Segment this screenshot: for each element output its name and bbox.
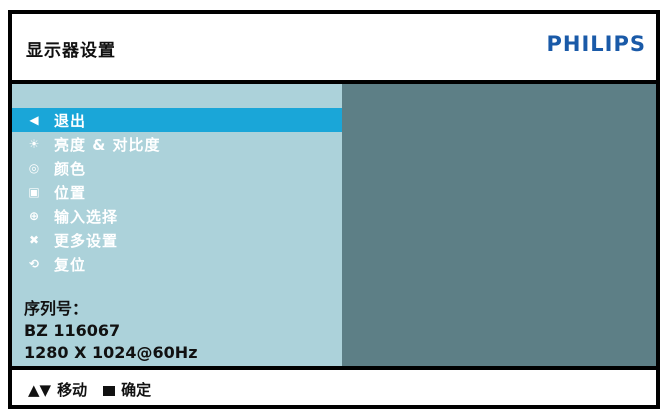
menu-item-label: 输入选择: [54, 207, 119, 226]
confirm-hint: 确定: [121, 381, 152, 399]
osd-window: 显示器设置 PHILIPS ◀ 退出 ☀ 亮度 & 对比度 ◎ 颜色 ▣ 位置 …: [8, 10, 660, 409]
menu-item-exit[interactable]: ◀ 退出: [12, 108, 342, 132]
serial-label: 序列号：: [24, 299, 89, 318]
reset-icon: ⟲: [28, 257, 40, 271]
menu-item-input-select[interactable]: ⊕ 输入选择: [12, 204, 342, 228]
ok-key-icon: [103, 386, 116, 396]
osd-header: 显示器设置 PHILIPS: [12, 14, 656, 80]
menu-item-label: 更多设置: [54, 231, 119, 250]
osd-footer: ▲▼ 移动 确定: [12, 370, 656, 405]
submenu-panel: [342, 84, 656, 366]
position-icon: ▣: [28, 185, 40, 199]
menu-item-brightness-contrast[interactable]: ☀ 亮度 & 对比度: [12, 132, 342, 156]
up-down-arrows-icon: ▲▼: [28, 381, 52, 399]
menu-panel: ◀ 退出 ☀ 亮度 & 对比度 ◎ 颜色 ▣ 位置 ⊕ 输入选择 ✖ 更多设置: [12, 84, 342, 366]
menu-item-label: 亮度 & 对比度: [54, 135, 161, 154]
menu-item-label: 颜色: [54, 159, 87, 178]
serial-value: BZ 116067: [24, 321, 121, 340]
brightness-icon: ☀: [28, 137, 40, 151]
display-mode: 1280 X 1024@60Hz: [24, 343, 198, 362]
menu-item-reset[interactable]: ⟲ 复位: [12, 252, 342, 276]
menu-item-label: 复位: [54, 255, 87, 274]
move-hint: 移动: [57, 381, 88, 399]
settings-icon: ✖: [28, 233, 40, 247]
menu-item-position[interactable]: ▣ 位置: [12, 180, 342, 204]
menu-item-label: 退出: [54, 111, 87, 130]
menu-item-color[interactable]: ◎ 颜色: [12, 156, 342, 180]
brand-logo: PHILIPS: [546, 32, 646, 56]
footer-hints: ▲▼ 移动 确定: [28, 379, 157, 400]
menu-item-label: 位置: [54, 183, 87, 202]
osd-menu: ◀ 退出 ☀ 亮度 & 对比度 ◎ 颜色 ▣ 位置 ⊕ 输入选择 ✖ 更多设置: [12, 108, 342, 276]
color-icon: ◎: [28, 161, 40, 175]
page-title: 显示器设置: [26, 41, 116, 61]
monitor-info: 序列号： BZ 116067 1280 X 1024@60Hz: [24, 298, 198, 364]
input-icon: ⊕: [28, 209, 40, 223]
menu-item-more-settings[interactable]: ✖ 更多设置: [12, 228, 342, 252]
exit-icon: ◀: [29, 113, 39, 127]
